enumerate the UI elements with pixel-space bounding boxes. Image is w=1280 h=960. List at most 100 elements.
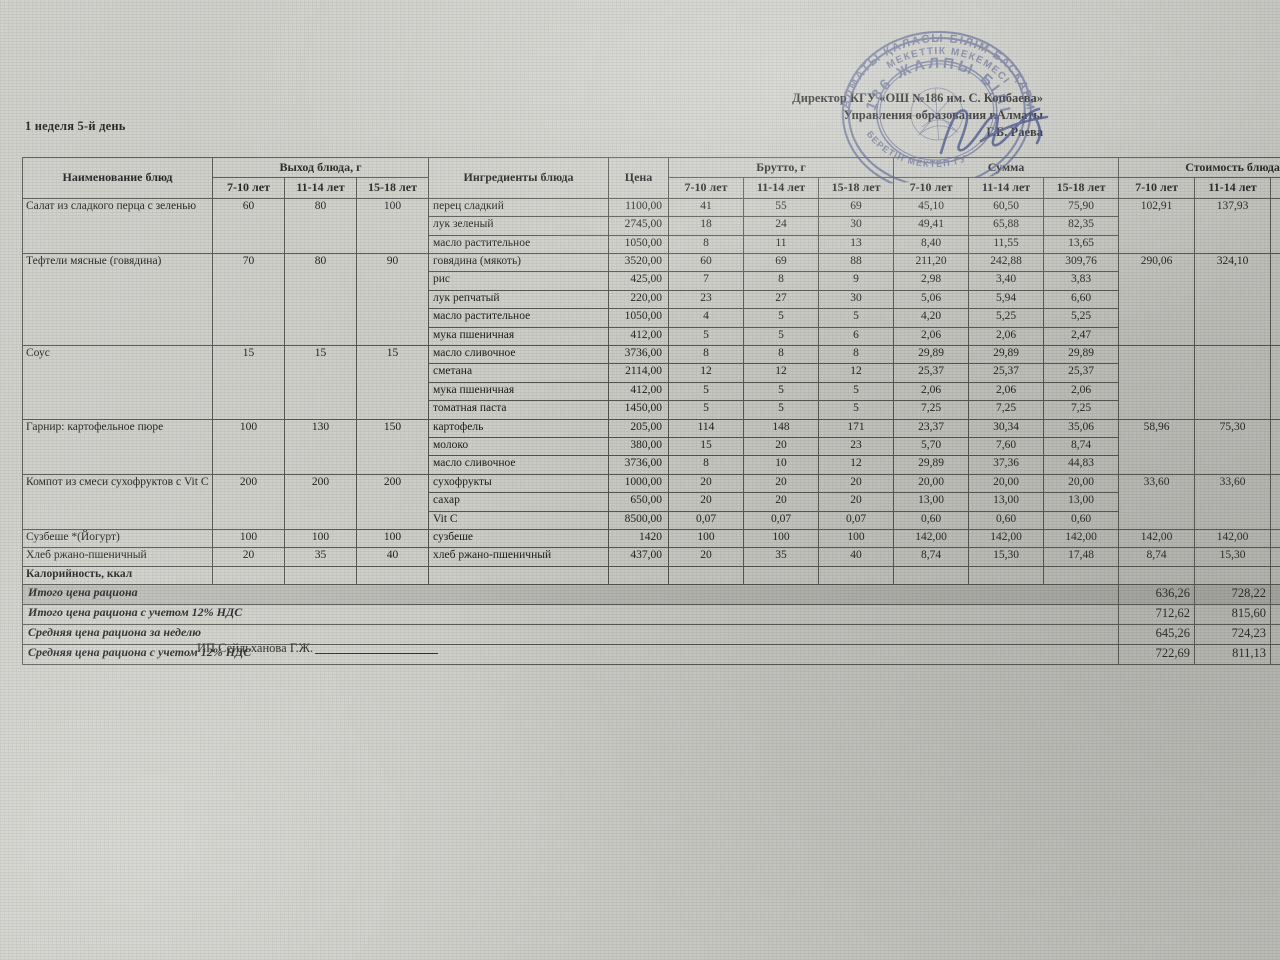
gross-2: 9 — [818, 271, 895, 291]
ingredient-name: рис — [428, 271, 610, 291]
table-head: Наименование блюд Выход блюда, г Ингреди… — [22, 156, 1280, 199]
dish-cost-1: 75,30 — [1194, 418, 1272, 475]
dish-cost-2: 17,48 — [1270, 547, 1280, 567]
week-day-label: 1 неделя 5-й день — [25, 119, 126, 133]
th-cost-age-0: 7-10 лет — [1118, 177, 1196, 199]
table-row: рис 425,00 7 8 9 2,98 3,40 3,83 — [23, 271, 1280, 291]
gross-2: 171 — [818, 418, 895, 438]
sum-1: 5,25 — [968, 308, 1045, 328]
calorie-empty-0 — [212, 565, 285, 586]
gross-1: 55 — [743, 197, 820, 218]
table-row: лук зеленый 2745,00 18 24 30 49,41 65,88 82,35 — [23, 216, 1280, 236]
sum-1: 7,60 — [968, 436, 1045, 457]
gross-0: 4 — [668, 308, 745, 328]
gross-2: 30 — [818, 289, 895, 310]
calorie-empty-12 — [1194, 565, 1272, 586]
gross-0: 41 — [668, 197, 745, 218]
table-row: Хлеб ржано-пшеничный 20 35 40 хлеб ржано-пше… — [22, 547, 1280, 567]
th-yield-age-1: 11-14 лет — [284, 177, 357, 199]
ingredient-name: масло сливочное — [428, 344, 610, 365]
summary-row: Средняя цена рациона с учетом 12% НДС 722… — [21, 644, 1280, 666]
gross-1: 5 — [743, 308, 820, 328]
sum-2: 2,06 — [1043, 381, 1120, 402]
sum-1: 2,06 — [968, 381, 1045, 402]
ingredient-price: 2745,00 — [608, 216, 670, 236]
sum-2: 17,48 — [1043, 547, 1120, 567]
dish-yield-1: 35 — [284, 547, 357, 567]
gross-1: 10 — [743, 455, 820, 475]
summary-value-0: 722,69 — [1118, 644, 1196, 666]
director-name: Г.Б. Раева — [986, 124, 1043, 139]
sum-0: 5,70 — [893, 436, 970, 457]
dish-cost-0: 33,60 — [1118, 473, 1196, 530]
gross-2: 69 — [818, 197, 895, 218]
dish-cost-1 — [1194, 345, 1272, 420]
ingredient-price: 1050,00 — [608, 308, 670, 328]
gross-1: 5 — [743, 326, 820, 347]
sum-0: 29,89 — [893, 455, 970, 475]
ingredient-name: лук репчатый — [428, 289, 610, 310]
gross-0: 23 — [668, 289, 745, 310]
dish-cost-1: 15,30 — [1194, 547, 1272, 567]
ingredient-price: 3736,00 — [608, 455, 670, 475]
gross-1: 148 — [743, 418, 820, 438]
sum-2: 35,06 — [1043, 418, 1120, 438]
dish-yield-0: 15 — [212, 345, 285, 420]
gross-2: 23 — [818, 436, 895, 457]
th-gross-age-0: 7-10 лет — [668, 177, 745, 199]
ingredient-name: сухофрукты — [428, 473, 610, 494]
dish-yield-2: 90 — [355, 253, 430, 346]
table-row: мука пшеничная 412,00 5 5 6 2,06 2,06 2,47 — [23, 326, 1280, 347]
sum-0: 142,00 — [893, 528, 970, 549]
sum-1: 242,88 — [968, 253, 1045, 273]
sum-2: 25,37 — [1043, 363, 1120, 383]
summary-value-2: 947,6 — [1270, 604, 1280, 626]
calorie-empty-6 — [743, 565, 820, 586]
dish-name-cell: Компот из смеси сухофруктов с Vit C — [22, 473, 213, 530]
sum-1: 0,60 — [968, 510, 1045, 530]
dish-name-cell: Гарнир: картофельное пюре — [22, 418, 213, 475]
table-row: масло растительное 1050,00 4 5 5 4,20 5,25 5,25 — [23, 308, 1280, 328]
dish-cost-2: 392,47 — [1270, 253, 1280, 346]
dish-yield-2: 150 — [355, 418, 430, 475]
calorie-empty-7 — [818, 565, 895, 586]
ingredient-price: 2114,00 — [608, 363, 670, 383]
dish-cost-0: 290,06 — [1118, 253, 1196, 346]
sum-0: 7,25 — [893, 400, 970, 420]
summary-value-1: 811,13 — [1194, 644, 1272, 666]
sum-2: 44,83 — [1043, 455, 1120, 475]
summary-label: Средняя цена рациона за неделю — [21, 624, 1120, 646]
dish-cost-2: 33,60 — [1270, 473, 1280, 530]
sum-0: 8,74 — [893, 547, 970, 567]
gross-0: 12 — [668, 363, 745, 383]
ingredient-price: 8500,00 — [608, 510, 670, 530]
supplier-name: ИП Сейльханова Г.Ж. — [197, 641, 314, 655]
dish-yield-1: 80 — [284, 197, 357, 255]
gross-1: 20 — [743, 436, 820, 457]
th-sum-age-2: 15-18 лет — [1043, 177, 1120, 199]
calorie-empty-10 — [1043, 565, 1120, 586]
meal-plan-table: Наименование блюд Выход блюда, г Ингреди… — [21, 156, 1280, 666]
sum-0: 211,20 — [893, 253, 970, 273]
gross-0: 20 — [668, 473, 745, 494]
ingredient-price: 650,00 — [608, 492, 670, 512]
dish-cost-0: 58,96 — [1118, 418, 1196, 475]
dish-name-cell: Тефтели мясные (говядина) — [22, 253, 213, 346]
th-sum-age-1: 11-14 лет — [968, 177, 1045, 199]
sum-2: 5,25 — [1043, 308, 1120, 328]
gross-1: 0,07 — [743, 510, 820, 530]
sum-1: 3,40 — [968, 271, 1045, 291]
ingredient-name: хлеб ржано-пшеничный — [428, 547, 610, 567]
summary-value-1: 724,23 — [1194, 624, 1272, 646]
ingredient-name: лук зеленый — [428, 216, 610, 236]
ingredient-name: масло растительное — [428, 308, 610, 328]
dish-cost-0 — [1118, 345, 1196, 420]
gross-1: 27 — [743, 289, 820, 310]
gross-2: 5 — [818, 381, 895, 402]
table-row: Тефтели мясные (говядина) 70 80 90 говядина … — [22, 253, 1280, 346]
sum-1: 5,94 — [968, 289, 1045, 310]
gross-2: 20 — [818, 492, 895, 512]
sum-1: 29,89 — [968, 344, 1045, 365]
th-dish-cost: Стоимость блюда — [1118, 156, 1280, 179]
gross-0: 20 — [668, 547, 745, 567]
